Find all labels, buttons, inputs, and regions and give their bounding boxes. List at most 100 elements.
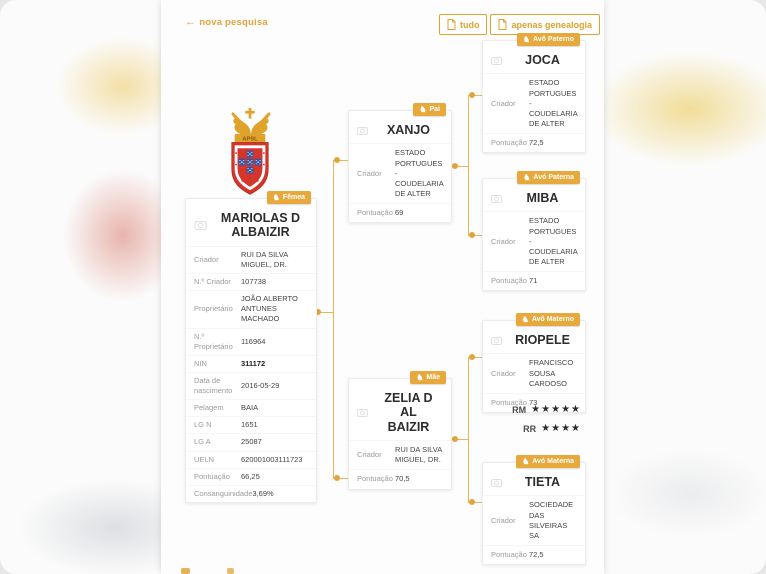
horse-name-mariolas[interactable]: MARIOLAS D ALBAIZIR	[220, 211, 301, 240]
horse-icon: ♞	[419, 104, 427, 114]
horse-icon: ♞	[416, 372, 424, 382]
field-value: SOCIEDADE DAS SILVEIRAS SA	[529, 500, 574, 540]
rating-label: RM	[512, 404, 527, 415]
field-value: 311172	[241, 358, 266, 368]
field-label: Criador	[491, 515, 516, 525]
tudo-button-label: tudo	[459, 19, 480, 30]
field-row: Criador ESTADO PORTUGUES - COUDELARIA DE …	[483, 73, 585, 133]
field-row: Pontuação 72,5	[483, 133, 585, 152]
crest-horse-left	[231, 112, 251, 136]
star-rating: ★★★★★	[531, 404, 581, 415]
field-value: 116964	[241, 336, 266, 346]
connector-line	[455, 439, 468, 440]
card-mae-zelia: ♞ Mãe ZELIA D AL BAIZIR Criador RUI DA SI…	[348, 371, 452, 490]
field-label: Pontuação	[491, 549, 527, 559]
connector-dot	[452, 436, 458, 442]
crest-horse-right	[250, 112, 271, 136]
apenas-genealogia-button[interactable]: apenas genealogia	[490, 14, 600, 35]
field-value: 3,69%	[252, 488, 274, 498]
horse-icon: ♞	[523, 172, 531, 182]
horse-icon: ♞	[521, 314, 529, 324]
field-value: FRANCISCO SOUSA CARDOSO	[529, 358, 574, 388]
photo-placeholder-icon	[357, 409, 368, 418]
card-main-mariolas: ♞ Fêmea MARIOLAS D ALBAIZIR Criador RUI D…	[185, 191, 317, 503]
field-value: 70,5	[395, 474, 410, 484]
relation-badge-label: Avó Materna	[532, 458, 574, 465]
connector-line	[468, 502, 482, 503]
new-search-label: nova pesquisa	[199, 17, 268, 28]
field-row: N.º Proprietário 116964	[186, 327, 316, 355]
field-value: 69	[395, 208, 404, 217]
connector-dot	[469, 354, 475, 360]
connector-line	[333, 160, 348, 161]
connector-line	[333, 478, 348, 479]
field-value: 72,5	[529, 549, 544, 559]
relation-badge-label: Avó Paterna	[533, 174, 574, 181]
field-label: Criador	[194, 254, 219, 264]
photo-placeholder-icon	[491, 336, 502, 345]
field-label: Pontuação	[194, 471, 230, 481]
field-value: RUI DA SILVA MIGUEL, DR.	[241, 249, 288, 269]
new-search-link[interactable]: ← nova pesquisa	[185, 16, 268, 28]
crest-quinas	[238, 150, 262, 174]
horse-name-xanjo[interactable]: XANJO	[386, 123, 431, 137]
horse-name-riopele[interactable]: RIOPELE	[515, 333, 570, 347]
field-row: Pontuação 73	[483, 392, 585, 412]
card-avo-materna-tieta: ♞ Avó Materna TIETA Criador SOCIEDADE DAS…	[482, 455, 586, 565]
field-row: N.º Criador 107738	[186, 273, 316, 290]
field-label: Criador	[491, 236, 516, 246]
field-row: LG A 25087	[186, 433, 316, 450]
field-label: Consanguinidade	[194, 488, 253, 498]
field-value: 620001003111723	[241, 454, 303, 464]
pedigree-page: ← nova pesquisa tudo apenas genealogia AP…	[161, 0, 604, 574]
field-row: Consanguinidade 3,69%	[186, 484, 316, 502]
relation-badge-label: Avô Paterno	[533, 36, 574, 43]
field-row: Criador RUI DA SILVA MIGUEL, DR.	[349, 440, 451, 469]
field-row: Pontuação 71	[483, 271, 585, 290]
relation-badge-label: Pai	[429, 106, 440, 113]
connector-line	[318, 312, 333, 313]
connector-dot	[315, 309, 321, 315]
field-row: Pontuação 72,5	[483, 544, 585, 564]
document-icon	[498, 19, 507, 30]
field-value: ESTADO PORTUGUES - COUDELARIA DE ALTER	[529, 216, 578, 266]
field-label: Criador	[357, 168, 382, 178]
horse-name-joca[interactable]: JOCA	[525, 53, 560, 67]
gender-badge: ♞ Fêmea	[266, 191, 311, 204]
rating-row-rr: RR ★★★★	[482, 423, 581, 434]
relation-badge-avo-paterna: ♞ Avó Paterna	[517, 171, 580, 184]
field-value: 72,5	[529, 138, 544, 147]
connector-line	[468, 235, 482, 236]
cutoff-content-fragment	[181, 568, 190, 574]
relation-badge-avo-materno: ♞ Avô Materno	[515, 313, 580, 326]
field-row: Pelagem BAIA	[186, 399, 316, 416]
field-row: Criador FRANCISCO SOUSA CARDOSO	[483, 353, 585, 392]
field-label: Pelagem	[194, 403, 224, 413]
field-row: Criador ESTADO PORTUGUES - COUDELARIA DE …	[349, 143, 451, 203]
card-avo-paterna-miba: ♞ Avó Paterna MIBA Criador ESTADO PORTUGU…	[482, 171, 586, 292]
connector-dot	[469, 499, 475, 505]
field-row: Pontuação 69	[349, 203, 451, 222]
field-label: Pontuação	[491, 397, 527, 407]
field-label: Criador	[357, 450, 382, 460]
horse-name-zelia[interactable]: ZELIA D AL BAIZIR	[384, 391, 433, 434]
horse-name-tieta[interactable]: TIETA	[524, 475, 561, 489]
tudo-button[interactable]: tudo	[438, 14, 488, 35]
field-row: NIN 311172	[186, 354, 316, 372]
rating-label: RR	[523, 423, 537, 434]
crest-banner-text: APSL	[242, 136, 258, 142]
field-label: LG N	[194, 420, 212, 430]
connector-line	[468, 357, 482, 358]
back-arrow-icon: ←	[185, 16, 197, 28]
field-value: ESTADO PORTUGUES - COUDELARIA DE ALTER	[529, 78, 578, 128]
connector-dot	[452, 163, 458, 169]
field-value: 2016-05-29	[241, 380, 280, 390]
rating-block: RM ★★★★★ RR ★★★★	[482, 404, 581, 442]
field-label: N.º Criador	[194, 277, 231, 286]
connector-line	[455, 166, 468, 167]
connector-dot	[469, 232, 475, 238]
horse-name-miba[interactable]: MIBA	[526, 191, 559, 205]
relation-badge-label: Avô Materno	[531, 316, 574, 323]
field-value: 73	[529, 397, 538, 407]
relation-badge-avo-paterno: ♞ Avô Paterno	[516, 33, 580, 46]
